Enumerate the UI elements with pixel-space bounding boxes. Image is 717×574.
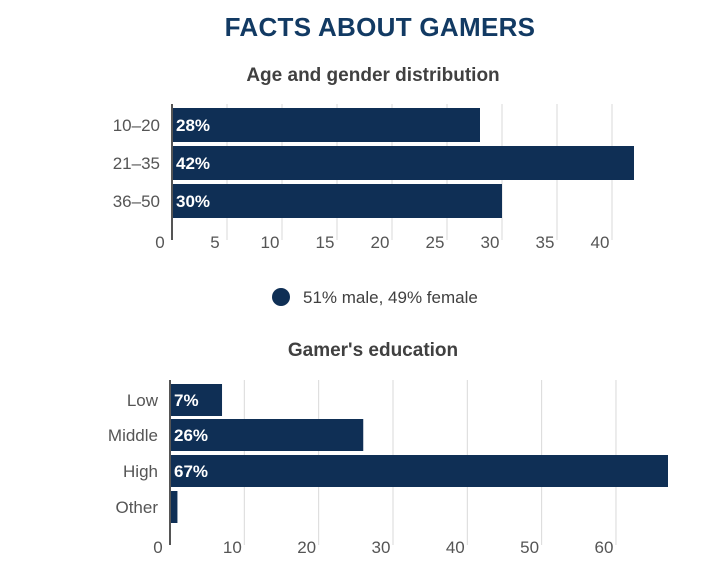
x-tick-label: 50 [520, 538, 539, 557]
page-title: FACTS ABOUT GAMERS [224, 12, 536, 42]
x-tick-label: 40 [591, 233, 610, 252]
x-tick-label: 20 [371, 233, 390, 252]
category-label: Other [115, 498, 158, 517]
legend-marker-icon [272, 288, 290, 306]
x-tick-label: 35 [536, 233, 555, 252]
legend: 51% male, 49% female [272, 288, 478, 307]
x-tick-label: 20 [297, 538, 316, 557]
x-tick-label: 25 [426, 233, 445, 252]
bar [170, 455, 668, 487]
category-label: High [123, 462, 158, 481]
x-tick-label: 40 [446, 538, 465, 557]
category-label: Middle [108, 426, 158, 445]
chart-1: Age and gender distribution 0 5 10 15 20 25 30 3… [113, 65, 634, 307]
chart-title: Gamer's education [288, 340, 458, 361]
data-label: 42% [176, 154, 210, 173]
x-tick-label: 60 [595, 538, 614, 557]
category-label: 10–20 [113, 116, 160, 135]
x-tick-label: 10 [261, 233, 280, 252]
data-label: 7% [174, 391, 199, 410]
legend-label: 51% male, 49% female [303, 288, 478, 307]
x-tick-label: 30 [372, 538, 391, 557]
data-label: 67% [174, 462, 208, 481]
bar [172, 146, 634, 180]
x-tick-label: 0 [155, 233, 164, 252]
bar [170, 419, 364, 451]
category-label: Low [127, 391, 159, 410]
x-tick-label: 30 [481, 233, 500, 252]
data-label: 28% [176, 116, 210, 135]
category-label: 36–50 [113, 192, 160, 211]
bar [172, 184, 502, 218]
chart-title: Age and gender distribution [246, 65, 499, 86]
chart-2: Gamer's education 0 10 20 30 40 50 60 Low 7% Middl… [108, 340, 668, 557]
x-tick-label: 0 [153, 538, 162, 557]
bar [170, 384, 223, 416]
x-tick-label: 15 [316, 233, 335, 252]
category-label: 21–35 [113, 154, 160, 173]
bar [170, 491, 178, 523]
x-tick-label: 10 [223, 538, 242, 557]
data-label: 30% [176, 192, 210, 211]
x-tick-label: 5 [210, 233, 219, 252]
bar [172, 108, 480, 142]
data-label: 26% [174, 426, 208, 445]
